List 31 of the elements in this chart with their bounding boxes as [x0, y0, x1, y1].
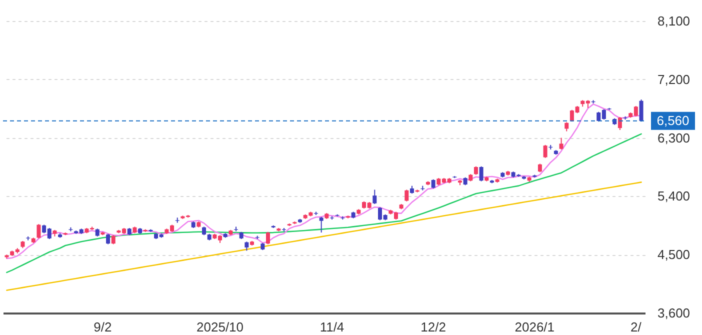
- candlestick: [431, 178, 436, 189]
- candlestick: [559, 137, 564, 150]
- y-tick-label: 7,200: [658, 72, 690, 87]
- line-series: [6, 133, 642, 274]
- candlestick: [111, 234, 116, 245]
- candlestick: [618, 116, 622, 131]
- y-tick-label: 5,400: [658, 188, 690, 204]
- x-tick-label: 2025/10: [196, 320, 244, 334]
- y-tick-label: 3,600: [658, 306, 690, 320]
- candlestick: [564, 122, 569, 132]
- candlestick: [36, 224, 41, 239]
- x-tick-label: 12/2: [420, 320, 446, 334]
- candlestick: [479, 166, 484, 182]
- ref-line-label: 6,560: [656, 112, 690, 128]
- candlestick: [372, 189, 377, 204]
- y-tick-label: 6,300: [658, 130, 690, 146]
- y-tick-label: 4,500: [658, 247, 690, 262]
- candlestick: [106, 233, 110, 245]
- candlestick: [266, 231, 270, 245]
- x-tick-label: 11/4: [320, 320, 344, 334]
- line-series: [6, 104, 642, 260]
- candlestick: [543, 144, 548, 158]
- candlestick: [319, 216, 324, 234]
- candlestick: [244, 241, 249, 252]
- candlestick: [639, 99, 644, 122]
- line-series: [6, 182, 642, 291]
- x-tick-label: 9/2: [94, 320, 112, 334]
- x-tick-label: 2/: [630, 320, 642, 334]
- candlestick: [404, 189, 409, 202]
- x-tick-label: 2026/1: [514, 320, 555, 334]
- y-tick-label: 8,100: [658, 14, 690, 28]
